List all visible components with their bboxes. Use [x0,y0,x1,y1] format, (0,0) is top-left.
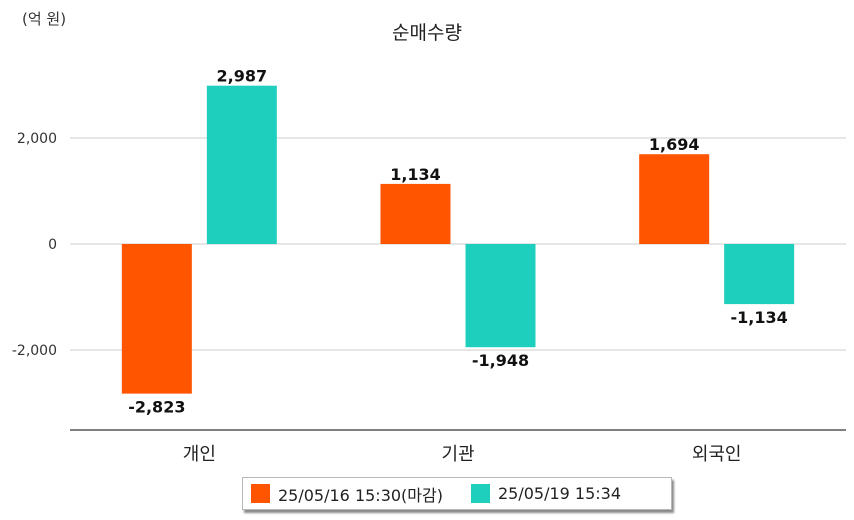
y-tick-label: 2,000 [17,131,57,147]
bar[interactable] [724,244,795,305]
data-label: 1,134 [390,165,441,184]
legend-item-series2[interactable]: 25/05/19 15:34 [470,484,622,503]
legend: 25/05/16 15:30(마감) 25/05/19 15:34 [242,477,672,510]
data-label: -1,948 [472,351,529,370]
chart-title: 순매수량 [392,22,462,44]
bar[interactable] [639,154,710,244]
y-tick-label: -2,000 [12,343,57,359]
bar[interactable] [206,85,277,245]
x-tick-label: 개인 [183,444,216,465]
legend-item-series1[interactable]: 25/05/16 15:30(마감) [251,482,443,506]
data-label: -1,134 [731,308,788,327]
legend-label-series1: 25/05/16 15:30(마감) [278,485,443,505]
bar[interactable] [380,183,451,244]
bar[interactable] [121,244,192,394]
unit-label: (억 원) [22,10,67,28]
bar[interactable] [465,244,536,348]
legend-swatch-series1 [251,484,270,503]
data-label: 1,694 [649,135,700,154]
legend-swatch-series2 [470,484,490,503]
x-tick-label: 기관 [441,444,474,465]
x-tick-label: 외국인 [692,444,742,465]
legend-label-series2: 25/05/19 15:34 [497,484,622,503]
data-label: 2,987 [217,67,268,86]
y-tick-label: 0 [48,237,57,253]
data-label: -2,823 [128,398,185,417]
